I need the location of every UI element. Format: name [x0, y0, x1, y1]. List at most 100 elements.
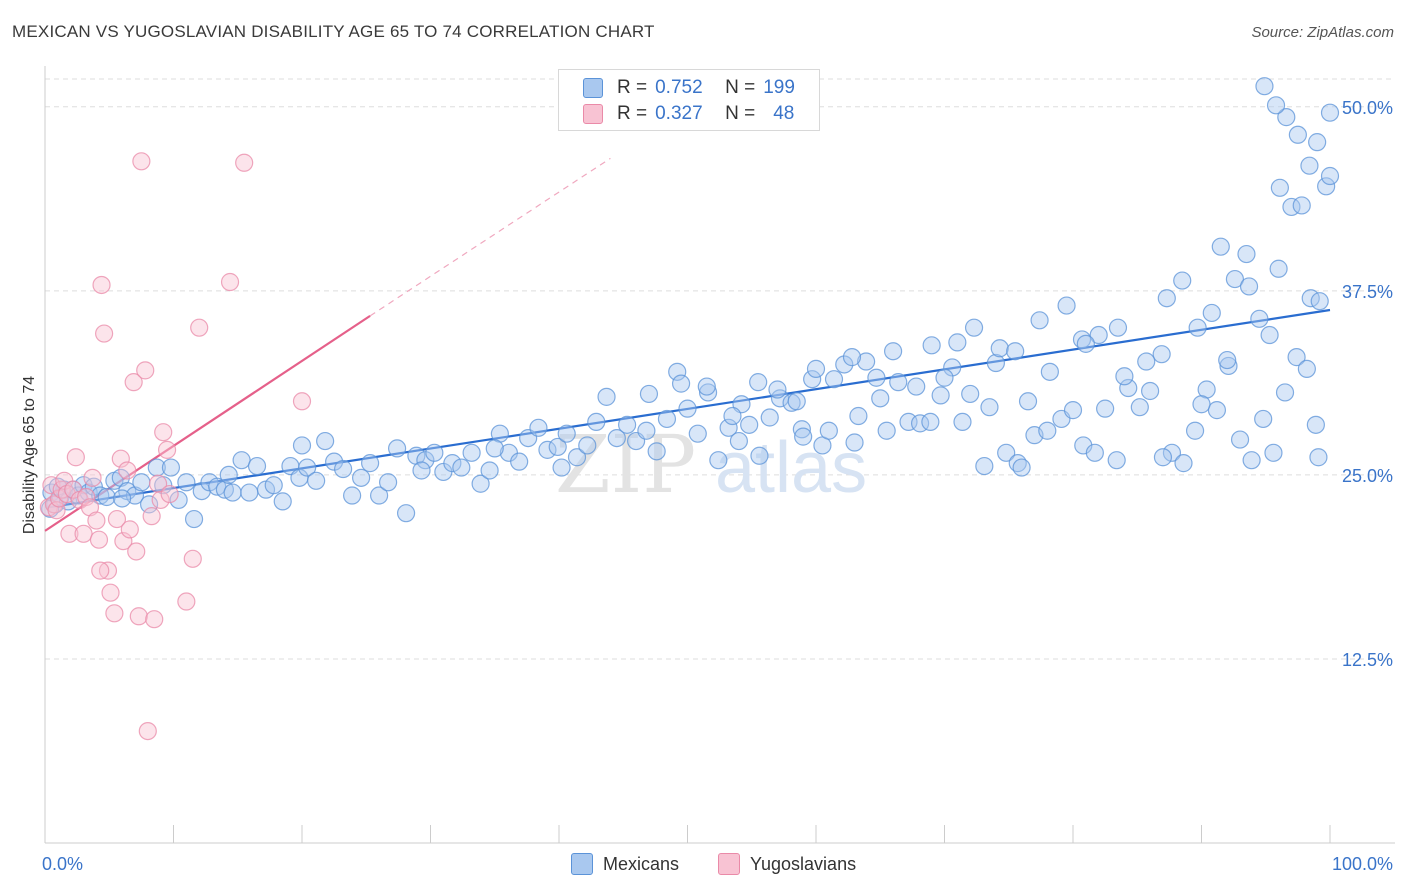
mexicans-point — [1152, 345, 1171, 364]
mexicans-point — [990, 339, 1009, 358]
mexicans-point — [1063, 401, 1083, 420]
legend-n-label: N = — [725, 77, 756, 98]
mexicans-point — [719, 418, 738, 437]
legend-r-label: R = — [617, 77, 648, 98]
yugoslavians-point — [132, 152, 151, 171]
mexicans-point — [889, 373, 908, 392]
yugoslavians-point — [107, 509, 127, 529]
mexicans-point — [1266, 96, 1286, 115]
mexicans-point — [298, 458, 317, 477]
mexicans-point — [219, 465, 238, 485]
y-tick-label: 25.0% — [1342, 466, 1393, 486]
yugoslavians-point — [95, 324, 114, 343]
yugoslavians-point — [151, 490, 170, 510]
yugoslavians-point — [124, 373, 143, 392]
mexicans-point — [91, 486, 110, 505]
yugoslavians-point — [220, 272, 240, 292]
yugoslavians-point — [60, 524, 79, 543]
mexicans-point — [587, 412, 606, 431]
mexicans-point — [935, 368, 954, 387]
yugoslavians-point — [87, 511, 106, 530]
mexicans-swatch — [583, 78, 603, 98]
yugoslavians-point — [157, 440, 177, 459]
mexicans-point — [1320, 166, 1340, 186]
y-tick-label: 37.5% — [1342, 282, 1393, 302]
yugoslavians-point — [98, 561, 118, 580]
mexicans-point — [1140, 381, 1160, 401]
y-tick-label: 50.0% — [1342, 98, 1393, 118]
mexicans-point — [1202, 303, 1221, 323]
mexicans-point — [1057, 296, 1076, 315]
mexicans-point — [729, 431, 749, 451]
mexicans-point — [510, 452, 529, 471]
mexicans-point — [1287, 348, 1306, 367]
yugoslavians-point — [183, 549, 202, 568]
mexicans-point — [639, 384, 659, 404]
yugoslavians-point — [89, 530, 109, 549]
mexicans-point — [273, 492, 292, 511]
legend-r-label: R = — [617, 103, 648, 124]
mexicans-point — [867, 368, 886, 387]
yugoslavians-point — [66, 448, 85, 467]
mexicans-point — [1219, 356, 1238, 376]
mexicans-point — [425, 443, 444, 462]
mexicans-point — [112, 489, 132, 508]
yugoslavians-point — [136, 361, 155, 380]
mexicans-point — [1270, 178, 1289, 197]
mexicans-point — [232, 451, 251, 470]
mexicans-point — [1107, 451, 1126, 470]
mexicans-point — [607, 428, 626, 448]
mexicans-point — [184, 509, 204, 529]
mexicans-point — [1292, 196, 1311, 215]
mexicans-point — [1076, 334, 1095, 353]
yugoslavians-point — [154, 423, 173, 442]
mexicans-point — [1207, 401, 1227, 420]
mexicans-point — [552, 458, 571, 477]
mexicans-point — [1115, 367, 1134, 386]
mexicans-point — [452, 458, 471, 477]
mexicans-point — [964, 318, 984, 337]
mexicans-point — [688, 424, 707, 443]
mexicans-point — [953, 412, 972, 431]
mexicans-point — [1089, 325, 1108, 345]
trend-lines — [44, 157, 1331, 532]
mexicans-point — [161, 458, 181, 477]
mexicans-point — [794, 427, 813, 446]
mexicans-point — [907, 377, 926, 396]
mexicans-point — [1012, 458, 1031, 477]
mexicans-point — [1085, 443, 1104, 462]
yugoslavians-point — [145, 610, 164, 629]
mexicans-point — [980, 398, 999, 417]
mexicans-point — [578, 436, 597, 455]
mexicans-point — [139, 495, 159, 514]
yugoslavians-point — [129, 607, 148, 626]
mexicans-point — [1188, 318, 1207, 337]
mexicans-point — [899, 412, 918, 431]
mexicans-point — [877, 421, 896, 440]
watermark-atlas: atlas — [715, 428, 867, 508]
mexicans-n-value: 199 — [763, 77, 795, 98]
mexicans-point — [1310, 292, 1329, 311]
mexicans-point — [307, 471, 326, 490]
source-credit: Source: ZipAtlas.com — [1251, 24, 1394, 41]
mexicans-point — [378, 473, 398, 492]
mexicans-point — [1300, 156, 1319, 175]
yugoslavians-point — [118, 461, 137, 480]
mexicans-point — [480, 461, 499, 480]
mexicans-point — [883, 342, 903, 361]
mexicans-point — [1018, 392, 1038, 411]
yugoslavians-point — [105, 604, 124, 623]
mexicans-point — [1237, 244, 1256, 264]
yugoslavians-r-value: 0.327 — [655, 103, 703, 124]
yugoslavians-point — [235, 153, 254, 172]
mexicans-point — [557, 424, 576, 443]
legend-row-mexicans: R = 0.752 N = 199 — [583, 76, 795, 100]
mexicans-point — [1288, 125, 1307, 144]
mexicans-point — [1308, 133, 1327, 152]
legend-row-yugoslavians: R = 0.327 N = 48 — [583, 102, 794, 126]
mexicans-point — [678, 399, 697, 418]
mexicans-point — [647, 442, 666, 461]
mexicans-point — [316, 431, 335, 451]
mexicans-point — [803, 370, 822, 389]
